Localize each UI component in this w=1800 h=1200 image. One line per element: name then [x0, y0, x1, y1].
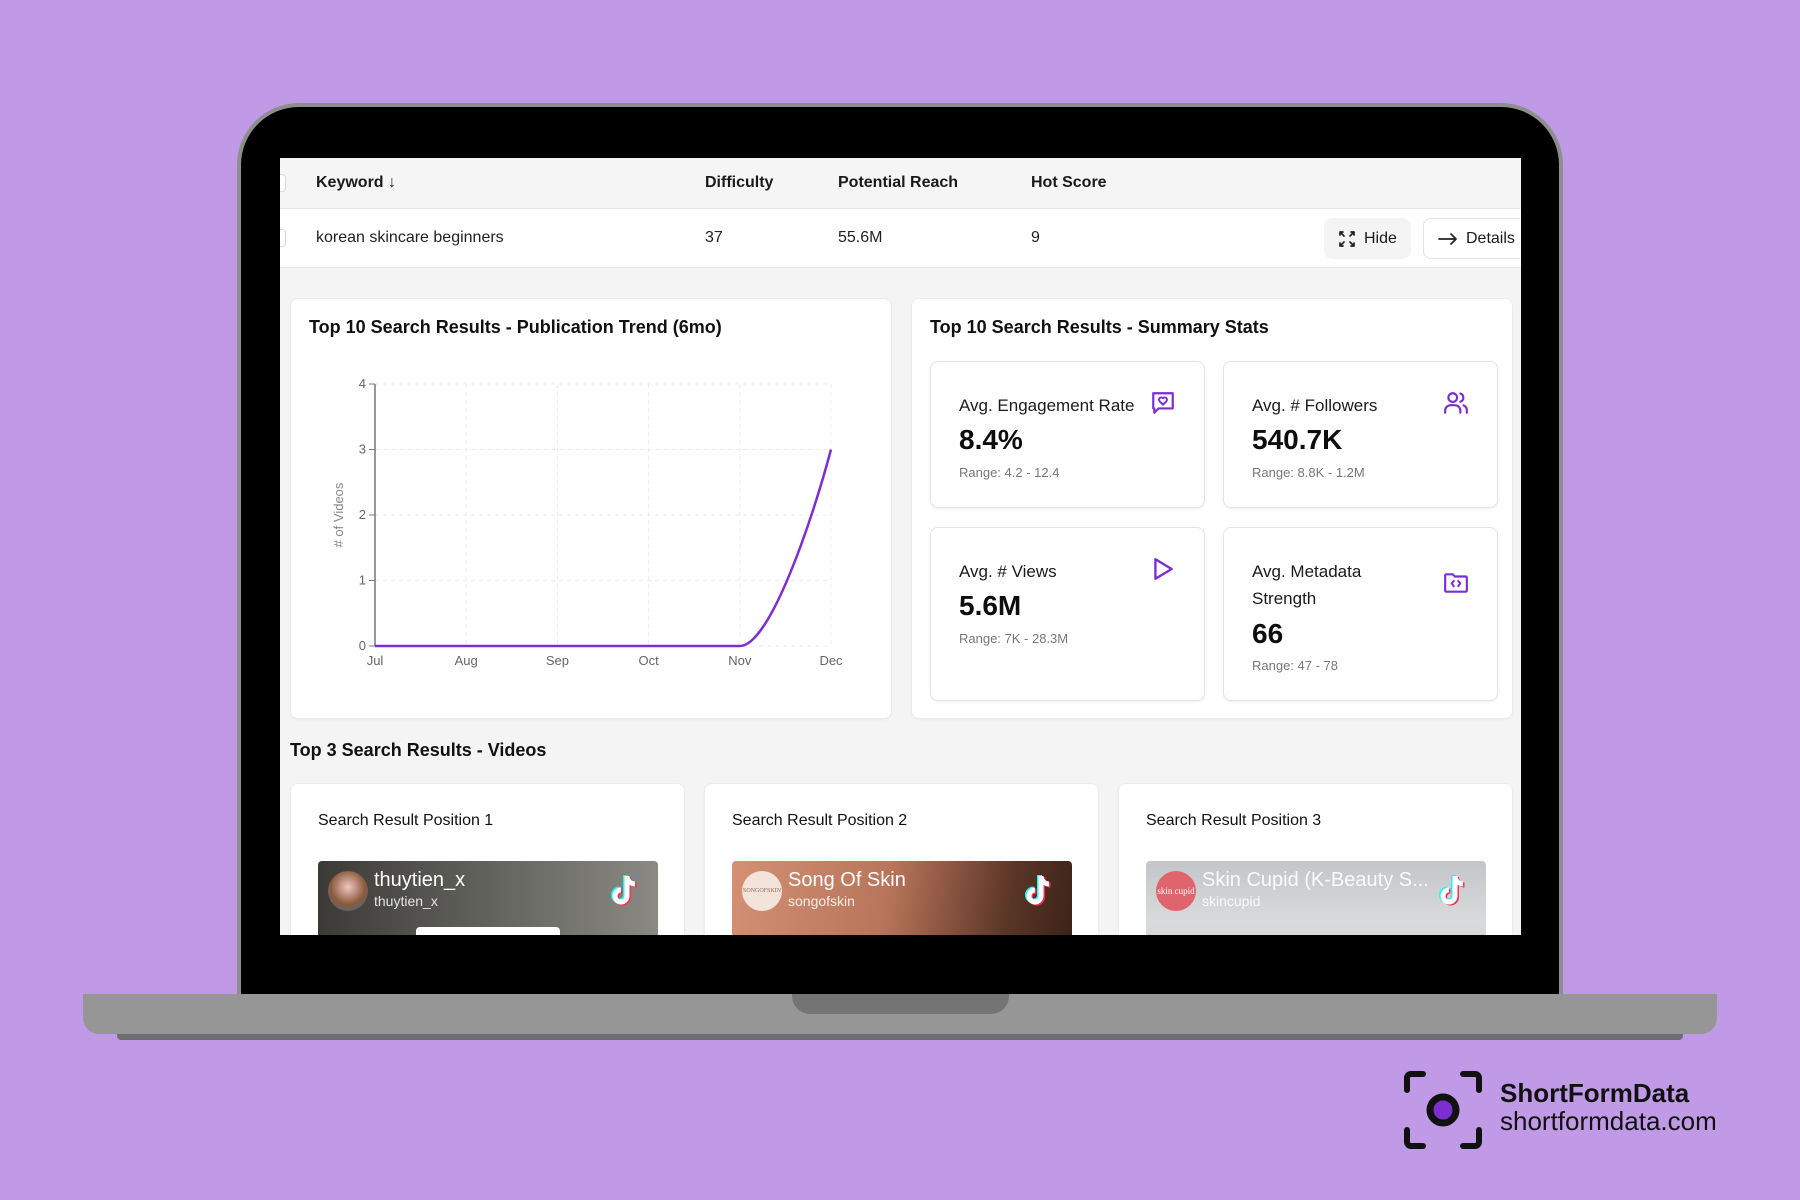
difficulty-value: 37 — [705, 229, 723, 246]
creator-avatar: skin cupid — [1156, 871, 1196, 911]
thumbnail-caption-bar — [416, 927, 560, 935]
message-heart-icon — [1152, 392, 1174, 414]
play-icon — [1154, 558, 1173, 580]
trend-line — [375, 449, 833, 648]
summary-stats-title: Top 10 Search Results - Summary Stats — [930, 317, 1269, 337]
top-videos-title: Top 3 Search Results - Videos — [290, 740, 547, 760]
video-card-1[interactable]: Search Result Position 1 thuytien_x thuy… — [290, 783, 685, 935]
stat-label: Avg. # Views — [959, 562, 1057, 581]
creator-avatar: SONGOFSKIN — [742, 871, 782, 911]
y-tick-label: 2 — [359, 507, 366, 522]
app-screen: Keyword ↓ Difficulty Potential Reach Hot… — [280, 158, 1521, 935]
stat-engagement-rate: Avg. Engagement Rate 8.4% Range: 4.2 - 1… — [930, 361, 1205, 508]
stat-range: Range: 7K - 28.3M — [959, 631, 1069, 646]
creator-name: thuytien_x — [374, 869, 466, 891]
hide-label: Hide — [1364, 229, 1397, 247]
laptop-base-foot — [117, 1034, 1683, 1040]
x-tick-label: Aug — [455, 653, 478, 668]
video-thumbnail[interactable]: thuytien_x thuytien_x — [318, 861, 658, 935]
y-axis-label: # of Videos — [331, 482, 346, 547]
creator-avatar — [328, 871, 368, 911]
video-position-label: Search Result Position 1 — [318, 812, 494, 829]
stat-value: 66 — [1252, 618, 1284, 649]
stat-range: Range: 47 - 78 — [1252, 658, 1339, 673]
keyword-value: korean skincare beginners — [316, 229, 504, 246]
summary-stats-card: Top 10 Search Results - Summary Stats Av… — [911, 298, 1513, 719]
stat-value: 540.7K — [1252, 424, 1343, 455]
video-thumbnail[interactable]: SONGOFSKIN Song Of Skin songofskin — [732, 861, 1072, 935]
tiktok-logo-icon — [1439, 875, 1465, 906]
tiktok-logo-icon — [1025, 875, 1051, 906]
publication-trend-card: Top 10 Search Results - Publication Tren… — [290, 298, 892, 719]
video-position-label: Search Result Position 2 — [732, 812, 908, 829]
table-row: korean skincare beginners 37 55.6M 9 Hid… — [280, 209, 1521, 268]
brand-logo: ShortFormData shortformdata.com — [1403, 1070, 1717, 1155]
column-difficulty[interactable]: Difficulty — [705, 174, 774, 191]
stat-range: Range: 8.8K - 1.2M — [1252, 465, 1365, 480]
y-tick-label: 3 — [359, 442, 366, 457]
creator-name: Song Of Skin — [788, 869, 906, 891]
x-tick-label: Dec — [819, 653, 843, 668]
stat-label: Avg. Metadata Strength — [1252, 562, 1362, 608]
tiktok-logo-icon — [611, 875, 637, 906]
stat-followers: Avg. # Followers 540.7K Range: 8.8K - 1.… — [1223, 361, 1498, 508]
stat-views: Avg. # Views 5.6M Range: 7K - 28.3M — [930, 527, 1205, 701]
video-card-2[interactable]: Search Result Position 2 SONGOFSKIN Song… — [704, 783, 1099, 935]
stat-label: Avg. # Followers — [1252, 396, 1378, 415]
column-hot-score[interactable]: Hot Score — [1031, 174, 1107, 191]
x-tick-label: Sep — [546, 653, 569, 668]
y-tick-label: 0 — [359, 638, 366, 653]
potential-reach-value: 55.6M — [838, 229, 883, 246]
video-card-3[interactable]: Search Result Position 3 skin cupid Skin… — [1118, 783, 1513, 935]
column-keyword[interactable]: Keyword ↓ — [316, 174, 397, 191]
select-all-checkbox[interactable] — [280, 174, 286, 192]
stat-value: 8.4% — [959, 424, 1023, 455]
details-label: Details — [1466, 229, 1515, 247]
keyword-table-header: Keyword ↓ Difficulty Potential Reach Hot… — [280, 158, 1521, 209]
y-tick-label: 4 — [359, 376, 366, 391]
video-position-label: Search Result Position 3 — [1146, 812, 1322, 829]
arrow-right-icon — [1438, 232, 1457, 245]
x-tick-label: Jul — [367, 653, 384, 668]
publication-trend-chart: 0 1 2 3 4 Jul Aug Sep Oct Nov Dec # of Videos — [331, 376, 843, 668]
video-thumbnail[interactable]: skin cupid Skin Cupid (K-Beauty S... ski… — [1146, 861, 1486, 935]
users-icon — [1444, 392, 1468, 414]
hot-score-value: 9 — [1031, 229, 1040, 246]
laptop-notch — [792, 994, 1009, 1014]
stat-range: Range: 4.2 - 12.4 — [959, 465, 1060, 480]
stat-value: 5.6M — [959, 590, 1022, 621]
creator-handle: thuytien_x — [374, 893, 438, 909]
x-tick-label: Nov — [728, 653, 752, 668]
stat-label: Avg. Engagement Rate — [959, 396, 1135, 415]
details-button[interactable]: Details — [1423, 218, 1521, 259]
column-potential-reach[interactable]: Potential Reach — [838, 174, 959, 191]
publication-trend-title: Top 10 Search Results - Publication Tren… — [309, 317, 722, 337]
folder-code-icon — [1444, 573, 1468, 593]
creator-handle: skincupid — [1202, 893, 1261, 909]
creator-handle: songofskin — [788, 893, 855, 909]
x-tick-label: Oct — [638, 653, 659, 668]
stat-metadata-strength: Avg. Metadata Strength 66 Range: 47 - 78 — [1223, 527, 1498, 701]
creator-name: Skin Cupid (K-Beauty S... — [1202, 869, 1429, 891]
y-tick-label: 1 — [359, 573, 366, 588]
collapse-icon — [1339, 230, 1355, 247]
brand-name: ShortFormData — [1500, 1078, 1690, 1108]
brand-url: shortformdata.com — [1500, 1106, 1717, 1136]
camera-focus-icon — [1404, 1071, 1482, 1149]
row-checkbox[interactable] — [280, 229, 286, 247]
hide-button[interactable]: Hide — [1324, 218, 1411, 259]
